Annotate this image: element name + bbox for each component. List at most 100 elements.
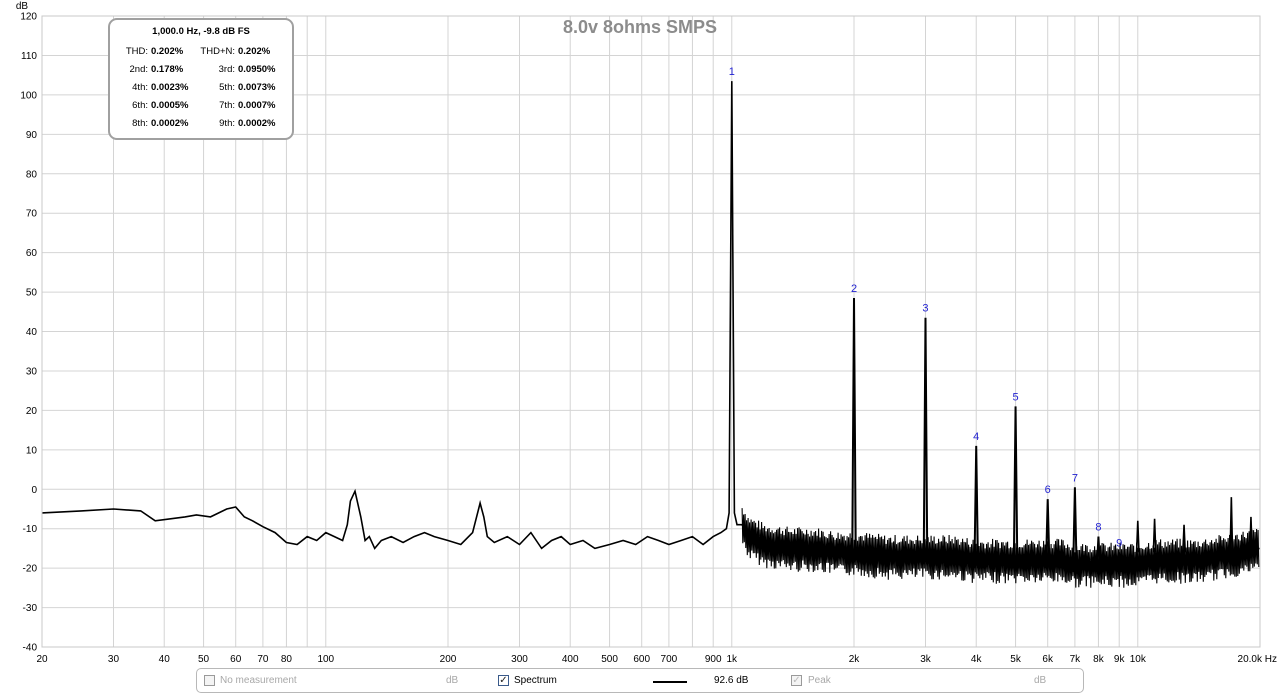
info-header: 1,000.0 Hz, -9.8 dB FS	[152, 26, 250, 37]
no-measurement-label: No measurement	[220, 675, 297, 686]
x-tick-label: 40	[159, 654, 171, 665]
spur-spike	[1152, 518, 1157, 553]
noise-floor-path	[741, 508, 1260, 588]
y-tick-label: 110	[21, 51, 37, 62]
x-tick-label: 8k	[1093, 654, 1105, 665]
info-row: THD: 0.202% THD+N: 0.202%	[110, 46, 292, 60]
spectrum-value: 92.6 dB	[714, 675, 749, 686]
x-tick-label: 500	[601, 654, 618, 665]
x-tick-label: 7k	[1070, 654, 1082, 665]
harmonic-label-4: 4	[973, 431, 979, 443]
info-label: 5th:	[219, 82, 235, 93]
info-label: 9th:	[219, 118, 235, 129]
harmonic-spike-2	[851, 297, 857, 561]
harmonic-spike-7	[1072, 487, 1078, 573]
harmonic-label-7: 7	[1072, 472, 1078, 484]
harmonic-label-8: 8	[1095, 522, 1101, 534]
spectrum-trace	[41, 81, 1261, 565]
x-tick-label: 9k	[1114, 654, 1126, 665]
x-tick-label: 2k	[849, 654, 861, 665]
y-tick-label: 10	[26, 445, 38, 456]
info-value: 0.0023%	[151, 82, 189, 93]
harmonic-spike-5	[1012, 406, 1019, 569]
info-row: 4th: 0.0023% 5th: 0.0073%	[110, 82, 292, 96]
x-tick-label: 20.0k Hz	[1238, 654, 1277, 665]
spectrum-checkbox[interactable]: ✓	[498, 675, 509, 686]
y-tick-label: 120	[20, 12, 37, 23]
peak-label: Peak	[808, 675, 831, 686]
info-label: THD+N:	[200, 46, 235, 57]
grid-lines	[41, 15, 1261, 648]
harmonic-label-3: 3	[922, 303, 928, 315]
info-label: 6th:	[132, 100, 148, 111]
x-tick-label: 200	[440, 654, 457, 665]
y-tick-label: 80	[26, 169, 38, 180]
info-value: 0.0950%	[238, 64, 276, 75]
harmonic-label-2: 2	[851, 283, 857, 295]
info-row: 2nd: 0.178% 3rd: 0.0950%	[110, 64, 292, 78]
x-tick-label: 60	[230, 654, 242, 665]
harmonic-spike-4	[973, 445, 980, 569]
harmonic-spike-6	[1044, 499, 1051, 569]
y-tick-label: 70	[26, 209, 38, 220]
x-tick-label: 100	[317, 654, 334, 665]
x-tick-label: 600	[633, 654, 650, 665]
noise-floor-trace	[741, 508, 1260, 588]
harmonic-spike-8	[1095, 536, 1102, 573]
info-value: 0.0007%	[238, 100, 276, 111]
y-tick-label: -20	[23, 564, 38, 575]
y-tick-label: 40	[26, 327, 38, 338]
info-value: 0.202%	[238, 46, 271, 57]
x-tick-label: 3k	[920, 654, 932, 665]
y-tick-label: -10	[23, 524, 38, 535]
x-tick-label: 300	[511, 654, 528, 665]
spectrum-line-swatch	[653, 681, 687, 683]
info-label: 3rd:	[218, 64, 235, 75]
info-label: 8th:	[132, 118, 148, 129]
info-value: 0.0002%	[238, 118, 276, 129]
y-tick-label: -30	[23, 603, 38, 614]
y-tick-label: 20	[26, 406, 38, 417]
info-value: 0.202%	[151, 46, 184, 57]
y-tick-label: 100	[20, 90, 37, 101]
harmonic-label-9: 9	[1116, 537, 1122, 549]
spectrum-label: Spectrum	[514, 675, 557, 686]
x-tick-label: 400	[562, 654, 579, 665]
peak-unit: dB	[1034, 675, 1047, 686]
y-tick-label: 0	[31, 485, 37, 496]
info-label: 4th:	[132, 82, 148, 93]
harmonic-label-6: 6	[1045, 484, 1051, 496]
no-measurement-checkbox[interactable]	[204, 675, 215, 686]
y-tick-label: 90	[26, 130, 38, 141]
peak-checkbox[interactable]: ✓	[791, 675, 802, 686]
spur-spike	[1182, 524, 1187, 553]
harmonic-spikes	[851, 297, 1253, 573]
info-label: THD:	[125, 46, 148, 57]
x-tick-label: 900	[705, 654, 722, 665]
chart-title: 8.0v 8ohms SMPS	[563, 17, 717, 37]
distortion-info-box: 1,000.0 Hz, -9.8 dB FS THD: 0.202% THD+N: 0…	[108, 18, 294, 140]
x-tick-label: 6k	[1042, 654, 1054, 665]
x-tick-label: 30	[108, 654, 120, 665]
x-tick-label: 4k	[971, 654, 983, 665]
y-tick-label: 60	[26, 248, 38, 259]
legend-bar: No measurement dB ✓ Spectrum 92.6 dB ✓ P…	[196, 668, 1084, 693]
x-tick-label: 70	[257, 654, 269, 665]
info-value: 0.0073%	[238, 82, 276, 93]
y-axis-label: dB	[16, 1, 29, 12]
x-tick-label: 1k	[727, 654, 739, 665]
info-label: 7th:	[219, 100, 235, 111]
plot-frame	[41, 15, 1261, 648]
x-tick-label: 700	[661, 654, 678, 665]
x-tick-labels: 20 30 40 50 60 70 80 100 200 300 400 500 600 700 900 1k…	[36, 654, 1277, 665]
info-row: 8th: 0.0002% 9th: 0.0002%	[110, 118, 292, 132]
y-tick-label: 30	[26, 366, 38, 377]
y-tick-label: 50	[26, 288, 38, 299]
info-value: 0.0002%	[151, 118, 189, 129]
info-value: 0.178%	[151, 64, 184, 75]
x-tick-label: 50	[198, 654, 210, 665]
y-tick-label: -40	[23, 643, 38, 654]
spur-spike	[1229, 497, 1234, 553]
